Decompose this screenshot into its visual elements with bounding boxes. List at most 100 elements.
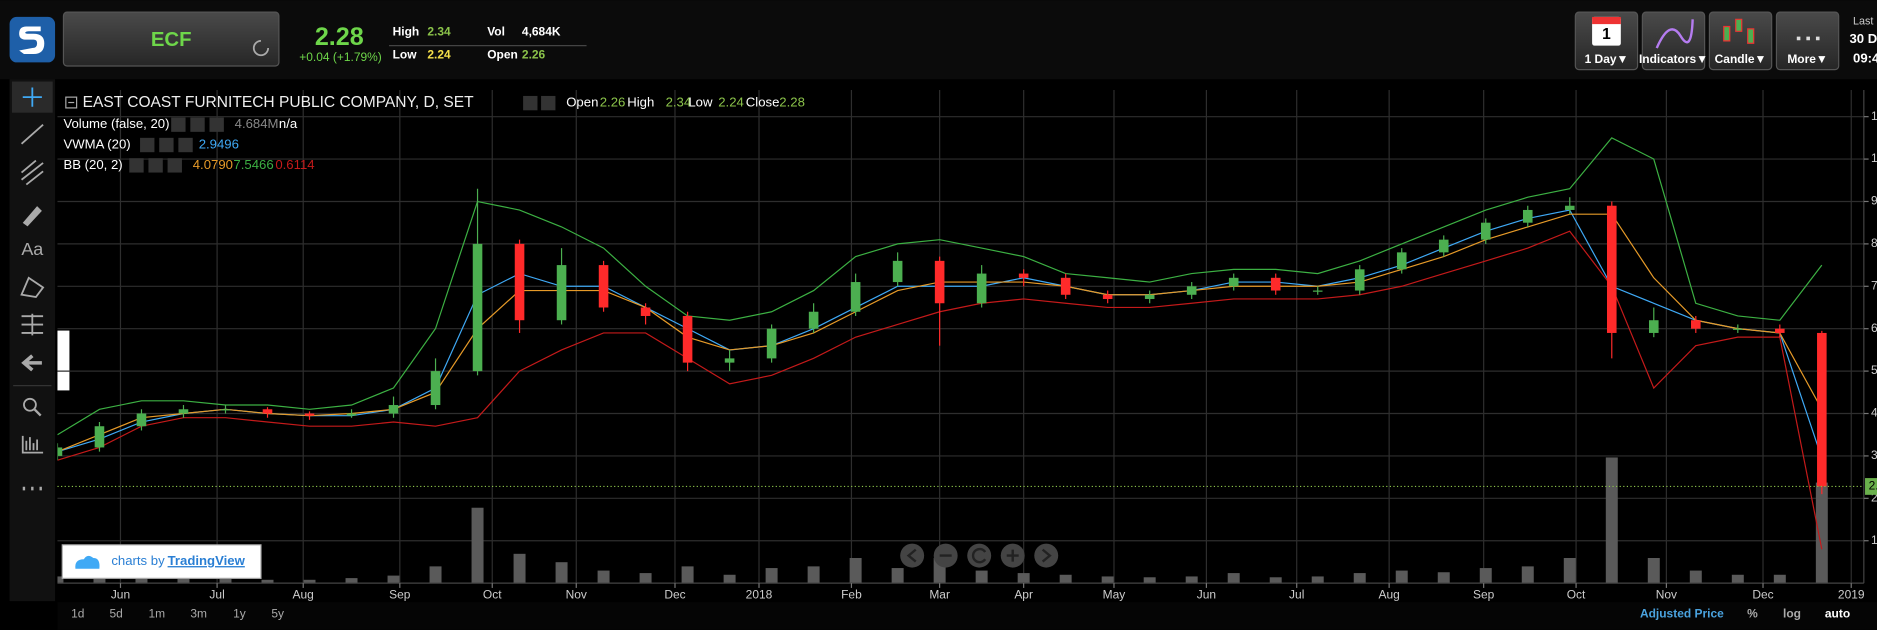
volume-bar (1521, 566, 1534, 584)
range-button[interactable]: 1y (233, 606, 246, 620)
collapse-toggle[interactable] (65, 96, 78, 109)
symbol-button[interactable] (62, 11, 280, 67)
y-tick-label: 3 (1871, 448, 1877, 462)
x-tick-label: Nov (566, 587, 587, 601)
zoom-handle (33, 408, 42, 417)
indicator-control[interactable] (140, 137, 155, 153)
y-tick-label: 5 (1871, 363, 1877, 377)
x-tick-label: Dec (1752, 587, 1773, 601)
stat-label: High (393, 25, 420, 39)
x-tick-label: Jul (1289, 587, 1304, 601)
x-tick-label: Jun (1197, 587, 1216, 601)
volume-bar (597, 570, 610, 584)
candle-body (1018, 273, 1029, 278)
range-button[interactable]: 1m (148, 606, 165, 620)
y-tick-label: 1 (1871, 533, 1877, 547)
indicator-control[interactable] (129, 158, 144, 173)
legend-format[interactable] (541, 95, 556, 111)
indicator-value: 4.684M (235, 116, 279, 131)
x-tick-label: Oct (483, 587, 502, 601)
candle-body (1186, 286, 1197, 295)
fib-icon[interactable] (20, 159, 44, 186)
y-tick-label: 7 (1871, 278, 1877, 292)
toolbar-button-label: Indicators▼ (1639, 52, 1708, 66)
candle-body (1102, 294, 1113, 300)
crosshair-icon (22, 87, 42, 107)
text-tool[interactable]: Aa (21, 239, 43, 259)
badge-brand[interactable]: TradingView (168, 553, 246, 568)
candle-body (766, 328, 777, 359)
candle-body (262, 409, 273, 414)
reset[interactable] (967, 543, 992, 568)
x-tick-label: May (1103, 587, 1126, 601)
indicator-name: VWMA (20) (63, 136, 130, 151)
indicator-control[interactable] (148, 158, 163, 173)
back-icon[interactable] (21, 354, 42, 372)
indicator-control[interactable] (159, 137, 174, 153)
volume-bar (681, 566, 694, 584)
reset-glyph (971, 547, 987, 564)
volume-bar (1017, 573, 1030, 584)
refresh-icon[interactable] (252, 39, 270, 57)
range-button[interactable]: 3m (190, 606, 207, 620)
candle-body (346, 413, 357, 416)
volume-bar (387, 575, 400, 584)
toolbar-button[interactable] (1775, 11, 1840, 71)
pattern-icon[interactable] (20, 276, 45, 299)
x-tick-label: Dec (664, 587, 685, 601)
indicator-value: 4.0790 (193, 157, 233, 172)
candle-body (850, 282, 861, 312)
indicator-control[interactable] (209, 117, 224, 132)
volume-bar (807, 566, 820, 584)
volume-bar (1101, 576, 1114, 584)
chart-option[interactable]: auto (1825, 606, 1850, 620)
candle-body (178, 409, 189, 414)
panel-handle[interactable] (57, 330, 70, 391)
range-button[interactable]: 1d (71, 606, 84, 620)
volume-bar (1059, 574, 1072, 584)
volume-bar (1773, 574, 1786, 584)
x-tick-label: Apr (1014, 587, 1033, 601)
indicator-control[interactable] (171, 117, 186, 132)
indicator-control[interactable] (178, 137, 193, 153)
bars-icon[interactable] (21, 435, 44, 454)
badge-prefix: charts by (111, 553, 165, 568)
indicator-control[interactable] (190, 117, 205, 132)
volume-bar (1689, 570, 1702, 584)
candle-body (976, 273, 987, 304)
brush-icon[interactable] (22, 206, 42, 227)
badge-cloud (75, 555, 100, 569)
chart-option[interactable]: % (1747, 606, 1758, 620)
scroll-right[interactable] (1034, 543, 1059, 568)
ohlc-label: Low (688, 95, 713, 110)
candle-body (1733, 328, 1743, 330)
x-tick-label: Jul (209, 587, 224, 601)
range-button[interactable]: 5d (109, 606, 122, 620)
chart-option[interactable]: log (1783, 606, 1801, 620)
x-tick-label: Aug (1378, 587, 1399, 601)
candle-icon (1723, 18, 1755, 44)
volume-bar (513, 553, 526, 584)
candle-body (934, 260, 945, 304)
measure-icon[interactable] (21, 313, 44, 336)
trendline-icon[interactable] (20, 123, 44, 145)
last-update-time: 09:4 (1853, 50, 1877, 65)
range-button[interactable]: 5y (271, 606, 284, 620)
toolbar-button[interactable] (1641, 11, 1706, 71)
stat-label: Vol (487, 25, 505, 39)
indicator-value: n/a (279, 116, 298, 131)
legend-settings[interactable] (523, 95, 538, 111)
volume-bar (135, 578, 148, 584)
chart-option[interactable]: Adjusted Price (1640, 606, 1724, 620)
scroll-left[interactable] (900, 543, 925, 568)
candle-body (1649, 320, 1659, 333)
indicator-control[interactable] (167, 158, 182, 173)
volume-bar (1311, 576, 1324, 584)
volume-bar (1269, 577, 1282, 584)
zoom-icon[interactable] (23, 397, 37, 412)
volume-bar (891, 568, 904, 584)
candle-body (1354, 269, 1365, 291)
candle-body (808, 311, 819, 329)
candle-body (1522, 209, 1533, 223)
